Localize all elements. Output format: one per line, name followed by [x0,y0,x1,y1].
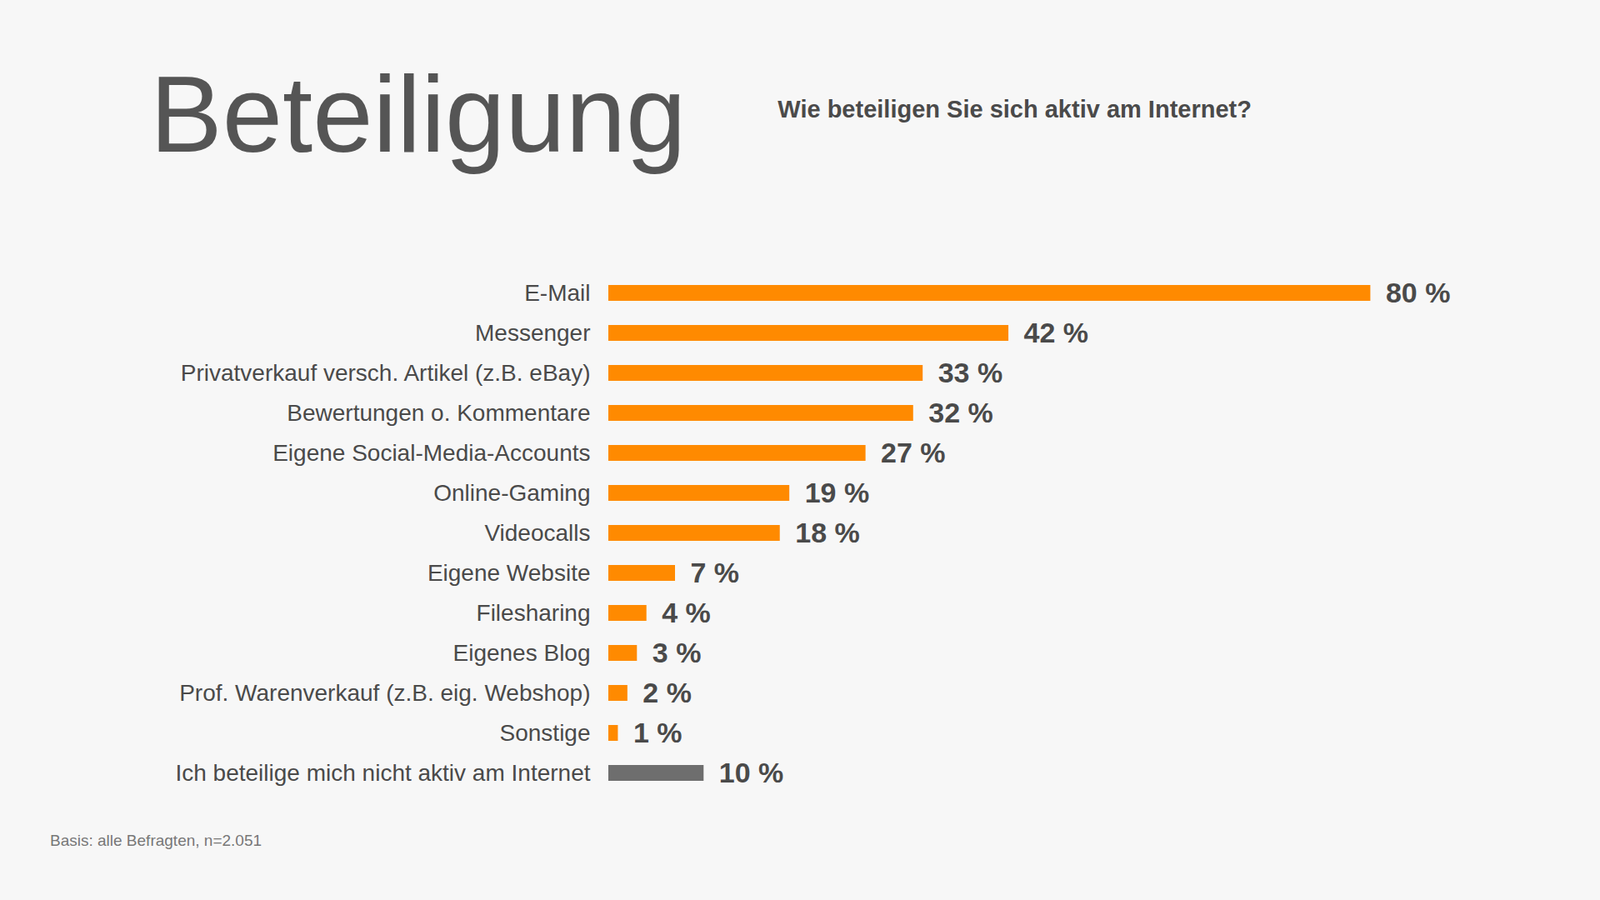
svg-text:Messenger: Messenger [475,320,591,346]
svg-text:Bewertungen o. Kommentare: Bewertungen o. Kommentare [286,400,590,426]
svg-text:Eigene Social-Media-Accounts: Eigene Social-Media-Accounts [272,440,590,466]
svg-text:7 %: 7 % [690,556,740,589]
svg-text:E-Mail: E-Mail [524,280,590,306]
svg-text:80 %: 80 % [1385,276,1451,309]
html-text:Wie beteiligen Sie sich aktiv: Wie beteiligen Sie sich aktiv am Interne… [777,95,1252,123]
svg-text:42 %: 42 % [1024,316,1090,349]
svg-text:27 %: 27 % [880,436,946,469]
svg-text:10 %: 10 % [719,756,785,789]
svg-text:Eigenes Blog: Eigenes Blog [452,640,590,666]
svg-text:33 %: 33 % [938,356,1004,389]
svg-text:Videocalls: Videocalls [484,520,590,546]
svg-text:Sonstige: Sonstige [500,720,591,746]
svg-text:Privatverkauf versch. Artikel: Privatverkauf versch. Artikel (z.B. eBay… [180,360,591,386]
svg-text:3 %: 3 % [652,636,702,669]
html-text:Basis: alle Befragten, n=2.051: Basis: alle Befragten, n=2.051 [50,831,262,850]
svg-text:19 %: 19 % [805,476,870,509]
svg-text:Ich beteilige mich nicht aktiv: Ich beteilige mich nicht aktiv am Intern… [175,760,590,786]
svg-text:Online-Gaming: Online-Gaming [433,480,590,506]
svg-text:4 %: 4 % [661,596,711,629]
svg-text:1 %: 1 % [633,716,683,749]
svg-text:Filesharing: Filesharing [476,600,591,626]
svg-text:2 %: 2 % [642,676,692,709]
svg-text:18 %: 18 % [795,516,860,549]
svg-text:32 %: 32 % [928,396,994,429]
svg-text:Eigene Website: Eigene Website [427,560,591,586]
html-text:Beteiligung: Beteiligung [150,53,687,175]
svg-text:Prof. Warenverkauf (z.B. eig.: Prof. Warenverkauf (z.B. eig. Webshop) [179,680,590,706]
